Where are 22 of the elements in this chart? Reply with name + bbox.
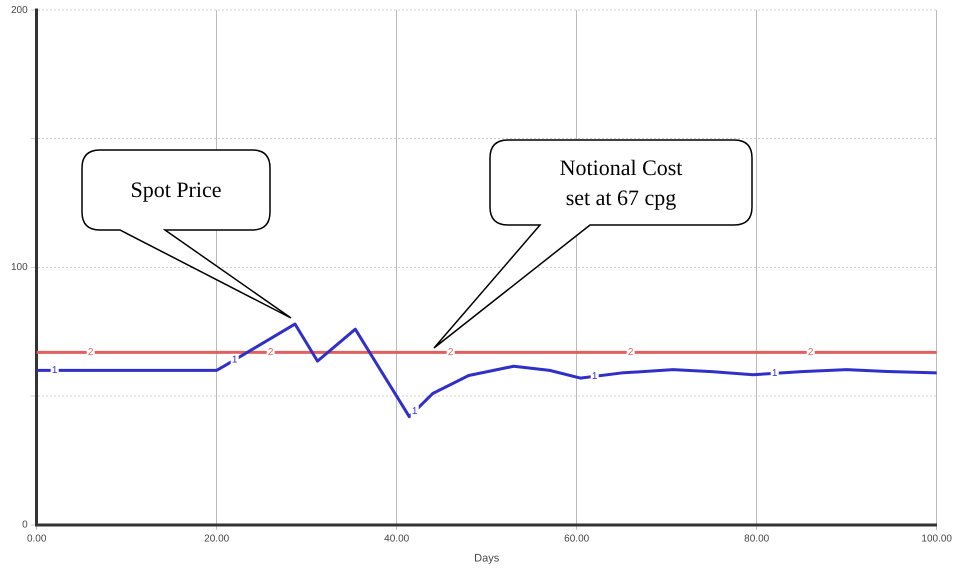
text: 1: [592, 371, 598, 382]
text: 1: [232, 354, 238, 366]
text: 1: [412, 406, 418, 418]
y-tick-label: 200: [10, 4, 28, 16]
y-tick-label: 0: [22, 520, 28, 531]
series-label: 1: [772, 368, 778, 380]
x-tick-label: 60.00: [564, 534, 590, 545]
annotation: Spot Price: [129, 176, 223, 204]
y-tick-label: 100: [10, 262, 28, 274]
text: 2: [448, 347, 454, 358]
text: 2: [808, 347, 814, 358]
x-tick-label: 20.00: [204, 534, 230, 545]
x-tick-label: 100.00: [921, 534, 952, 545]
series-label: 2: [88, 347, 94, 358]
x-axis-title: Days: [474, 552, 500, 564]
x-tick-label: 40.00: [384, 534, 410, 545]
text: 2: [628, 347, 634, 358]
x-tick-label: 0.00: [26, 534, 47, 545]
annotation: Notional Cost set at 67 cpg: [558, 154, 684, 212]
text: 2: [268, 347, 274, 358]
text: 1: [52, 365, 58, 376]
x-tick-label: 80.00: [744, 534, 770, 545]
